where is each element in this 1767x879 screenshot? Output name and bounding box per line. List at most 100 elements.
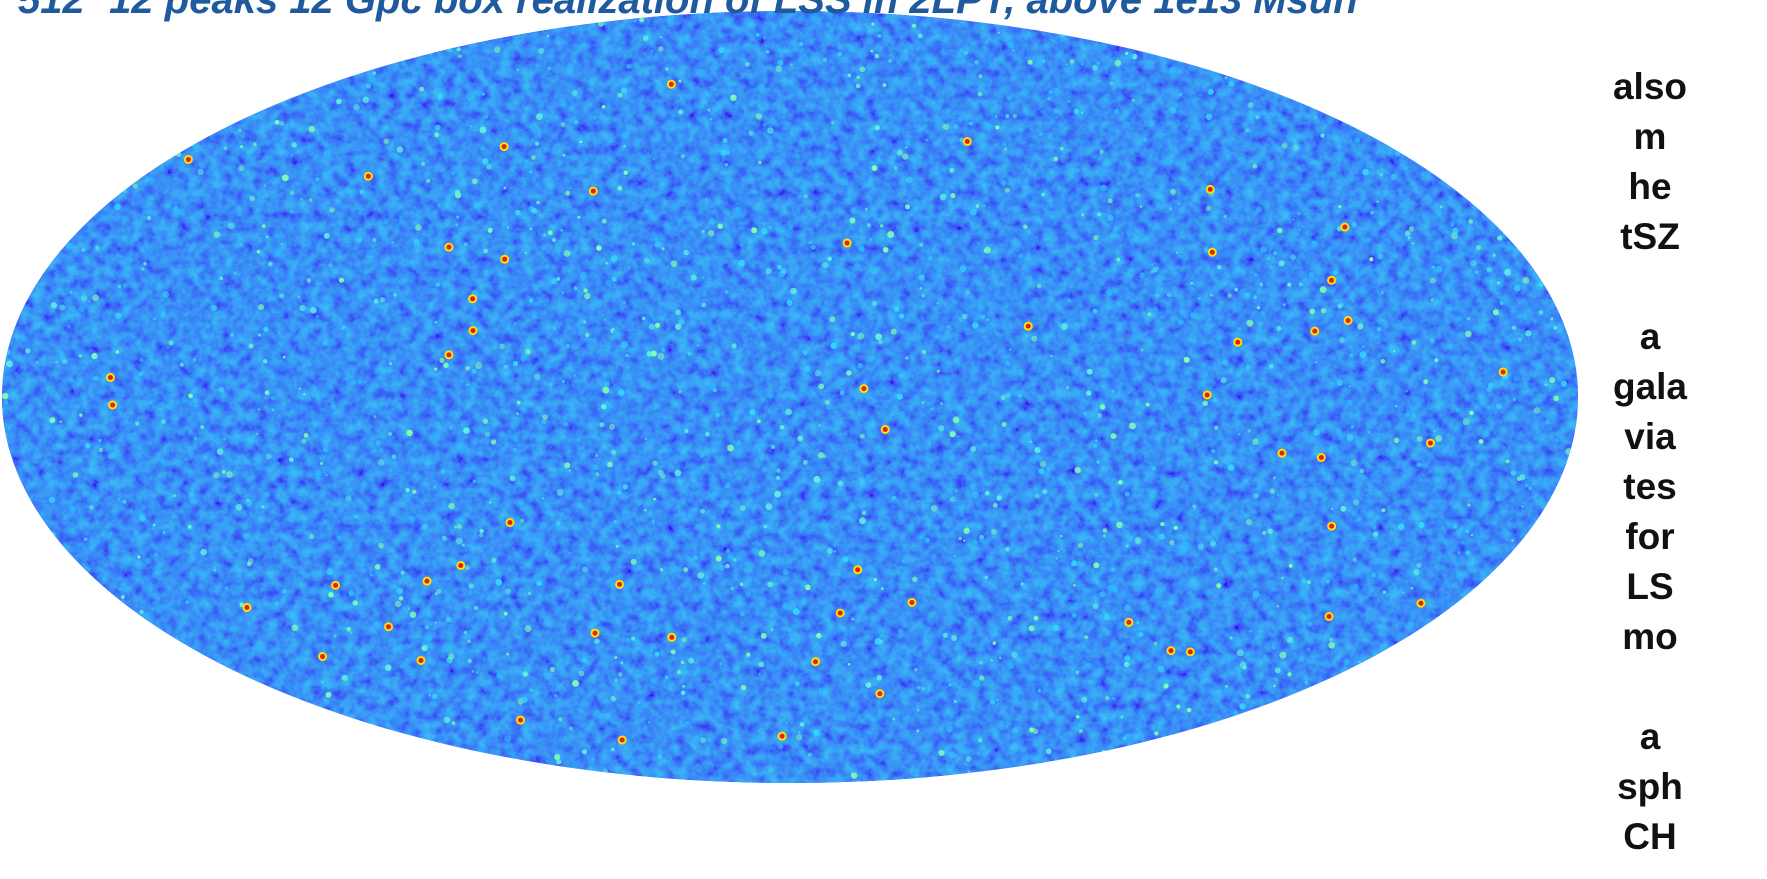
- spot: [69, 378, 73, 382]
- spot: [1001, 180, 1006, 185]
- spot: [360, 190, 365, 195]
- spot: [651, 678, 656, 683]
- spot: [1451, 232, 1458, 239]
- hot-spot: [470, 296, 475, 301]
- spot: [1059, 683, 1065, 689]
- spot: [725, 564, 730, 569]
- hot-spot: [1319, 455, 1324, 460]
- spot: [1019, 691, 1023, 695]
- spot: [510, 475, 516, 481]
- spot: [1433, 430, 1436, 433]
- spot: [6, 360, 13, 367]
- spot: [1493, 309, 1499, 315]
- spot: [1343, 736, 1347, 740]
- spot: [1395, 706, 1398, 709]
- hot-spot: [115, 71, 124, 80]
- spot: [905, 204, 910, 209]
- hot-spot: [110, 402, 115, 407]
- spot: [1094, 492, 1099, 497]
- spot: [1056, 557, 1058, 559]
- spot: [1373, 652, 1378, 657]
- spot: [611, 696, 617, 702]
- spot: [1411, 61, 1418, 68]
- spot: [671, 260, 678, 267]
- spot: [48, 60, 54, 66]
- spot: [1257, 306, 1260, 309]
- spot: [289, 709, 292, 712]
- spot: [324, 233, 330, 239]
- spot: [168, 678, 174, 684]
- spot: [1116, 522, 1123, 529]
- spot: [1090, 31, 1096, 37]
- spot: [513, 448, 517, 452]
- spot: [1240, 24, 1244, 28]
- spot: [1228, 464, 1234, 470]
- spot: [92, 294, 99, 301]
- spot: [986, 318, 989, 321]
- spot: [880, 640, 884, 644]
- spot: [1246, 519, 1252, 525]
- spot: [876, 675, 882, 681]
- spot: [1410, 85, 1412, 87]
- spot: [75, 774, 77, 776]
- spot: [580, 272, 587, 279]
- spot: [595, 472, 599, 476]
- spot: [1394, 438, 1400, 444]
- spot: [183, 661, 190, 668]
- spot: [883, 83, 887, 87]
- spot: [832, 386, 834, 388]
- spot: [1339, 337, 1345, 343]
- spot: [276, 462, 279, 465]
- spot: [1125, 52, 1128, 55]
- spot: [282, 589, 287, 594]
- spot: [89, 505, 94, 510]
- spot: [405, 488, 409, 492]
- spot: [397, 588, 403, 594]
- spot: [317, 82, 320, 85]
- spot: [444, 717, 450, 723]
- spot: [775, 524, 778, 527]
- spot: [1479, 439, 1484, 444]
- spot: [617, 490, 622, 495]
- spot: [564, 462, 570, 468]
- spot: [881, 587, 884, 590]
- spot: [463, 427, 470, 434]
- spot: [875, 54, 879, 58]
- hot-spot: [366, 174, 371, 179]
- spot: [90, 746, 97, 753]
- spot: [783, 569, 789, 575]
- spot: [613, 520, 616, 523]
- spot: [357, 364, 359, 366]
- spot: [1307, 580, 1311, 584]
- spot: [217, 448, 224, 455]
- spot: [1105, 696, 1109, 700]
- spot: [414, 239, 419, 244]
- spot: [790, 64, 792, 66]
- spot: [568, 552, 570, 554]
- spot: [428, 215, 434, 221]
- spot: [989, 443, 995, 449]
- spot: [123, 189, 127, 193]
- spot: [1277, 494, 1279, 496]
- spot: [1467, 317, 1471, 321]
- spot: [618, 389, 624, 395]
- spot: [723, 138, 728, 143]
- spot: [1111, 568, 1114, 571]
- spot: [953, 124, 958, 129]
- hot-spot: [1210, 250, 1215, 255]
- spot: [1409, 226, 1414, 231]
- spot: [1292, 144, 1299, 151]
- spot: [1167, 292, 1172, 297]
- spot: [85, 443, 91, 449]
- hot-spot: [458, 563, 463, 568]
- spot: [1143, 138, 1147, 142]
- spot: [286, 85, 292, 91]
- spot: [1269, 364, 1274, 369]
- spot: [620, 661, 623, 664]
- spot: [360, 743, 363, 746]
- spot: [504, 365, 508, 369]
- spot: [958, 116, 963, 121]
- spot: [1403, 592, 1405, 594]
- spot: [298, 296, 300, 298]
- spot: [978, 92, 983, 97]
